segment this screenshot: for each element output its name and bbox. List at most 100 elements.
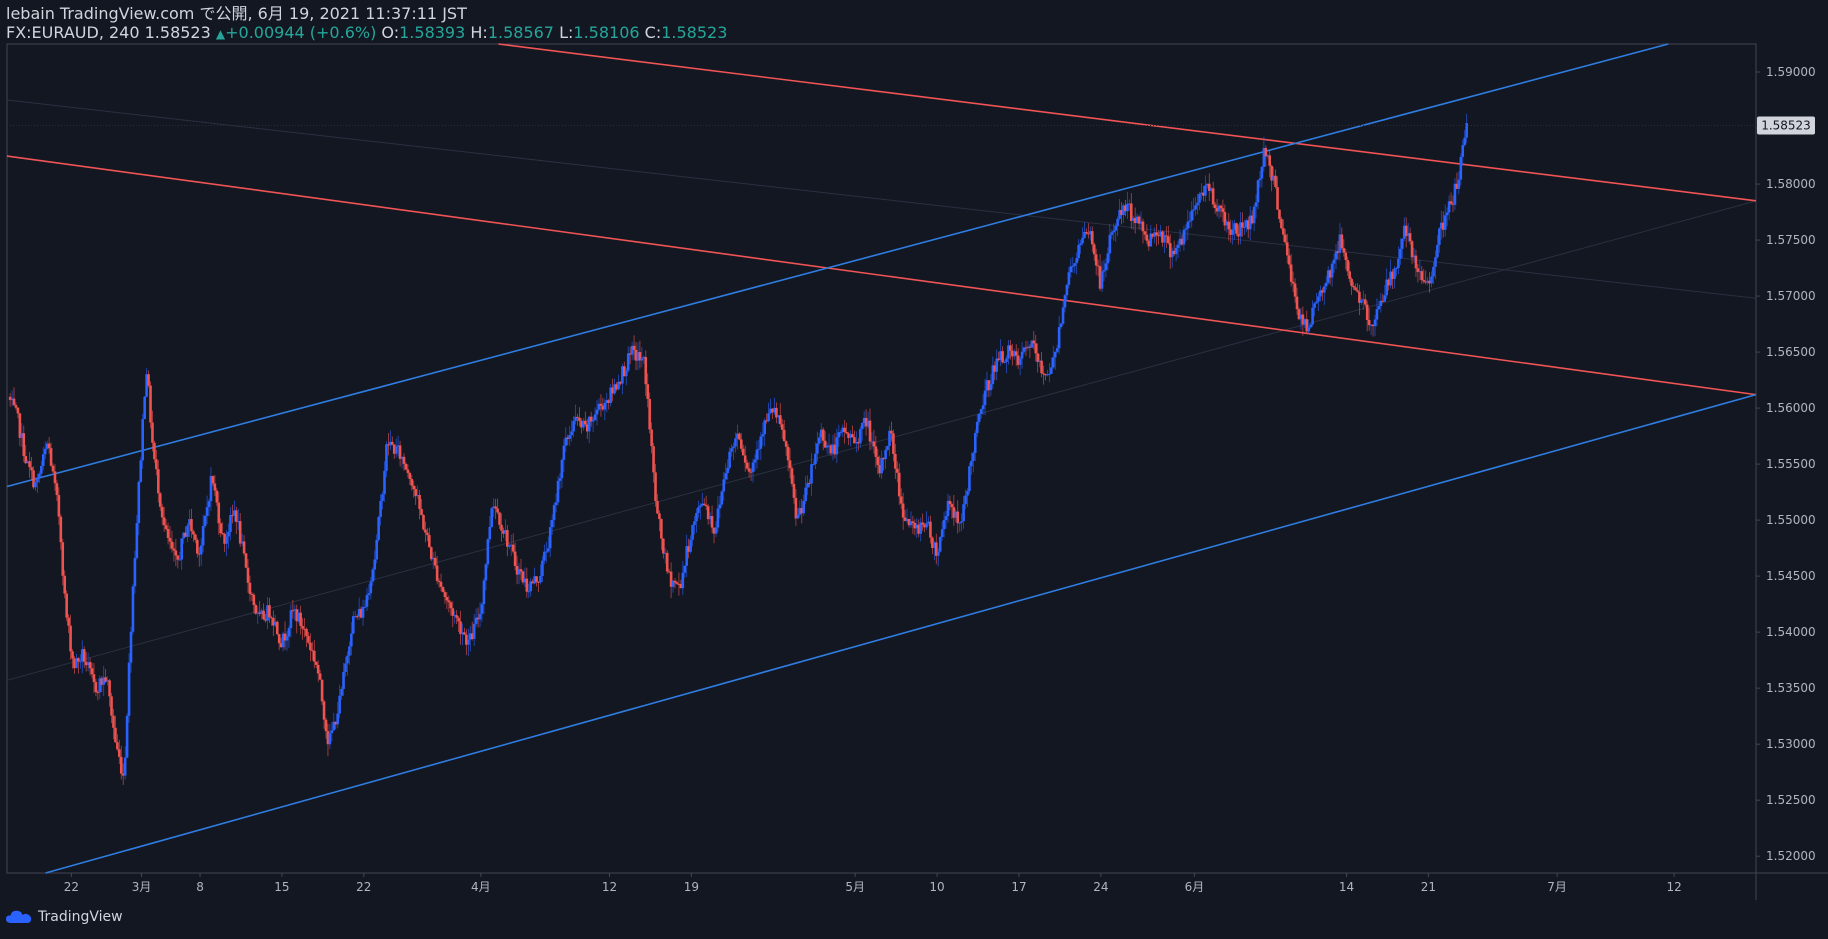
candle-body [287, 628, 291, 637]
candle-body [1044, 374, 1047, 376]
candle-body [16, 407, 20, 414]
time-tick-label: 8 [196, 880, 204, 894]
time-tick-label: 24 [1093, 880, 1108, 894]
candle-body [316, 664, 320, 674]
candle-body [1163, 235, 1166, 243]
candle-body [1116, 218, 1119, 227]
candle-body [923, 524, 926, 528]
candle-body [1036, 353, 1039, 362]
candle-body [123, 757, 127, 776]
candle-body [888, 430, 891, 447]
candle-body [272, 617, 275, 626]
candle-body [500, 524, 503, 531]
candle-body [453, 615, 456, 617]
time-tick-label: 22 [64, 880, 79, 894]
candle-body [1014, 351, 1018, 356]
candle-body [1422, 280, 1426, 282]
candle-body [548, 527, 552, 549]
candle-body [172, 548, 176, 551]
price-axis[interactable]: 1.590001.585001.580001.575001.570001.565… [1756, 65, 1816, 863]
candle-body [1067, 272, 1071, 285]
candle-body [1227, 221, 1231, 230]
symbol-interval: FX:EURAUD, 240 [6, 23, 140, 42]
candle-body [398, 445, 402, 459]
price-tick-label: 1.58000 [1766, 177, 1816, 191]
low-label: L: [559, 23, 574, 42]
candle-body [1112, 230, 1116, 233]
support-lower-trendline[interactable] [45, 393, 1757, 874]
price-tick-label: 1.53500 [1766, 681, 1816, 695]
candle-body [878, 464, 882, 474]
tradingview-brand: TradingView [38, 909, 123, 925]
candle-body [84, 661, 88, 666]
tradingview-footer[interactable]: TradingView [6, 909, 123, 925]
candle-body [1408, 233, 1412, 242]
candle-body [1258, 178, 1262, 181]
candle-body [775, 407, 778, 418]
candle-body [1270, 165, 1273, 181]
candle-body [942, 520, 946, 530]
candles [7, 113, 1756, 785]
candle-body [1061, 307, 1065, 324]
candle-body [874, 446, 878, 457]
candle-body [1186, 221, 1190, 229]
candle-body [818, 437, 821, 444]
candle-body [753, 459, 757, 463]
candle-body [740, 439, 743, 449]
candle-body [340, 688, 343, 696]
candle-body [168, 538, 172, 542]
candle-body [53, 471, 57, 484]
candle-body [981, 405, 985, 410]
candle-body [1073, 263, 1077, 266]
candle-body [593, 414, 597, 421]
candle-body [1336, 251, 1340, 253]
candle-body [1352, 285, 1355, 288]
candle-body [691, 525, 694, 540]
candle-body [1377, 306, 1381, 310]
candle-body [262, 610, 265, 620]
candle-body [135, 523, 139, 559]
candle-body [1385, 279, 1389, 296]
candle-body [273, 621, 277, 626]
candle-body [1449, 201, 1453, 204]
candle-body [1401, 238, 1404, 249]
candle-body [408, 472, 412, 480]
candle-body [855, 442, 858, 444]
candle-body [950, 504, 954, 508]
candle-body [702, 503, 706, 506]
resistance-lower-trendline[interactable] [6, 155, 1757, 396]
candle-body [531, 581, 534, 584]
candle-body [104, 677, 107, 682]
time-axis[interactable]: 22 3月 8 15 22 4月 12 19 5月 10 17 24 6月 14 21 7月 12 [64, 873, 1682, 894]
trendlines[interactable] [6, 43, 1757, 874]
publish-info: lebain TradingView.com で公開, 6月 19, 2021 … [6, 4, 467, 23]
candle-body [1178, 238, 1182, 245]
candle-body [675, 582, 679, 584]
candle-body [632, 345, 636, 350]
candle-body [1303, 319, 1307, 325]
candle-body [1102, 270, 1106, 272]
candle-body [968, 466, 971, 491]
candle-body [1026, 346, 1030, 348]
candle-body [1057, 327, 1061, 349]
candle-body [468, 633, 472, 640]
candle-body [1145, 234, 1149, 241]
time-tick-label: 14 [1339, 880, 1354, 894]
candle-body [845, 431, 848, 434]
candle-body [870, 441, 874, 443]
candle-body [624, 370, 628, 377]
candle-body [1104, 263, 1108, 271]
up-arrow-icon: ▲ [215, 27, 226, 41]
candle-body [1436, 244, 1439, 258]
candle-body [326, 731, 330, 745]
candle-body [903, 517, 907, 521]
price-chart[interactable]: 1.590001.585001.580001.575001.570001.565… [0, 0, 1828, 900]
candle-body [997, 358, 1000, 361]
candle-body [1098, 266, 1102, 289]
candle-body [1323, 286, 1326, 293]
candle-body [1282, 228, 1285, 235]
candle-body [498, 512, 501, 525]
candle-body [1022, 347, 1026, 352]
support-upper-trendline[interactable] [6, 43, 1669, 488]
resistance-upper-trendline[interactable] [498, 43, 1757, 202]
